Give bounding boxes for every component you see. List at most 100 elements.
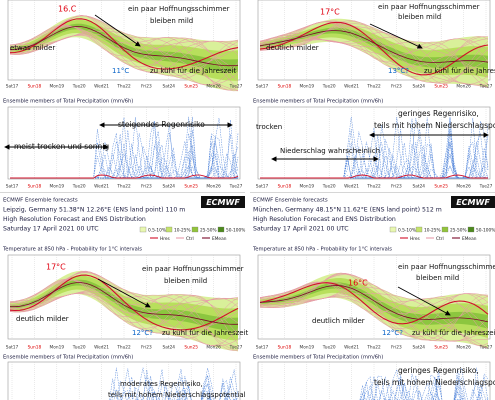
hres-line <box>259 282 489 325</box>
annotation: 11°C <box>112 67 129 75</box>
x-day-label: Mon26 <box>206 184 221 190</box>
x-day-label: Mon26 <box>206 84 221 90</box>
member-line <box>259 21 489 70</box>
x-day-label: Tue20 <box>72 184 86 190</box>
legend-swatch <box>441 226 449 233</box>
annotation: zu kühl für die Jahreszeit <box>424 67 495 75</box>
x-day-label: Sat17 <box>256 184 269 190</box>
member-line <box>259 21 489 88</box>
x-day-label: Tue20 <box>72 84 86 90</box>
precip-member <box>121 368 239 400</box>
member-line <box>259 38 489 56</box>
annotation: 16.C <box>58 5 77 14</box>
x-day-label: Tue27 <box>479 84 493 90</box>
x-day-label: Mon26 <box>206 345 221 351</box>
x-day-label: Sun25 <box>434 84 448 90</box>
x-day-label: Fri23 <box>391 184 402 190</box>
member-line <box>259 26 489 78</box>
member-line <box>259 273 489 341</box>
x-day-label: Thu22 <box>366 84 381 90</box>
legend-swatch <box>191 226 199 233</box>
annotation: 16°C <box>348 279 368 288</box>
x-day-label: Sat17 <box>256 345 269 351</box>
x-day-label: Wed21 <box>344 84 359 90</box>
annotation: zu kühl für die Jahreszeit <box>412 329 495 337</box>
x-day-label: Thu22 <box>366 184 381 190</box>
x-day-label: Thu22 <box>116 184 131 190</box>
legend-label: 50-100% <box>476 227 495 233</box>
member-line <box>259 21 488 77</box>
logo-box <box>451 196 495 208</box>
member-line <box>9 33 239 92</box>
legend-label: 10-25% <box>174 227 191 233</box>
x-day-label: Sat17 <box>6 84 19 90</box>
annotation: deutlich milder <box>312 317 365 325</box>
annotation: 12°C? <box>382 329 403 337</box>
legend-label: Hres <box>410 236 421 242</box>
member-line <box>9 279 239 329</box>
x-day-label: Sat24 <box>413 345 426 351</box>
annotation: zu kühl für die Jahreszeit <box>162 329 249 337</box>
x-day-label: Tue27 <box>479 345 493 351</box>
member-line <box>9 278 239 351</box>
member-line <box>9 34 239 72</box>
annotation: deutlich milder <box>16 315 69 323</box>
annotation: deutlich milder <box>266 44 319 52</box>
x-day-label: Mon19 <box>50 84 65 90</box>
x-day-label: Sun25 <box>184 184 198 190</box>
probability-band <box>260 27 488 69</box>
legend-label: EMean <box>462 236 477 242</box>
logo: ECMWF <box>206 198 240 207</box>
precip-hres <box>10 174 239 179</box>
x-day-label: Tue20 <box>322 345 336 351</box>
legend-label: 10-25% <box>424 227 441 233</box>
annotation: 12°C? <box>132 329 153 337</box>
annotation: etwas milder <box>10 44 55 52</box>
annotation: bleiben mild <box>150 17 193 25</box>
header-line: München, Germany 48.15°N 11.62°E (ENS la… <box>253 206 442 214</box>
legend-label: Ctrl <box>436 236 444 242</box>
member-line <box>9 286 239 339</box>
annotation: meist trocken und sonnig <box>14 142 109 151</box>
annotation: bleiben mild <box>164 277 207 285</box>
x-day-label: Sat24 <box>163 84 176 90</box>
legend-label: 0.5-10% <box>398 227 416 233</box>
member-line <box>259 281 489 342</box>
annotation-arrow <box>97 278 151 308</box>
probability-band <box>260 282 488 329</box>
annotation: geringes Regenrisiko, <box>398 366 479 375</box>
annotation-arrow <box>94 14 141 47</box>
x-day-label: Fri23 <box>141 84 152 90</box>
x-day-label: Sat17 <box>256 84 269 90</box>
member-line <box>259 20 489 81</box>
hres-line <box>9 18 239 70</box>
x-day-label: Wed21 <box>94 345 109 351</box>
member-line <box>9 25 239 82</box>
member-line <box>259 293 489 314</box>
member-line <box>259 272 489 337</box>
member-line <box>259 282 489 340</box>
panel-title: Ensemble members of Total Precipitation … <box>253 99 383 105</box>
x-day-label: Tue20 <box>322 184 336 190</box>
annotation-arrow <box>397 286 451 316</box>
member-line <box>259 281 489 346</box>
x-day-label: Thu22 <box>116 345 131 351</box>
precip-member <box>116 380 211 400</box>
x-day-label: Sat24 <box>163 345 176 351</box>
legend-swatch <box>467 226 475 233</box>
annotation: bleiben mild <box>398 13 441 21</box>
legend-label: 25-50% <box>450 227 467 233</box>
member-line <box>9 270 239 345</box>
member-line <box>259 21 489 84</box>
x-day-label: Sun18 <box>28 184 42 190</box>
annotation: zu kühl für die Jahreszeit <box>150 67 237 75</box>
annotation: ein paar Hoffnungsschimmer <box>128 5 230 13</box>
panel-title: Temperature at 850 hPa - Probability for… <box>252 247 392 253</box>
header-line: Saturday 17 April 2021 00 UTC <box>3 226 99 233</box>
x-day-label: Wed21 <box>94 84 109 90</box>
x-day-label: Sun25 <box>184 345 198 351</box>
x-day-label: Wed21 <box>344 184 359 190</box>
emean-line <box>10 282 238 325</box>
x-day-label: Sun25 <box>184 84 198 90</box>
annotation: steigendes Regenrisiko <box>118 120 205 129</box>
